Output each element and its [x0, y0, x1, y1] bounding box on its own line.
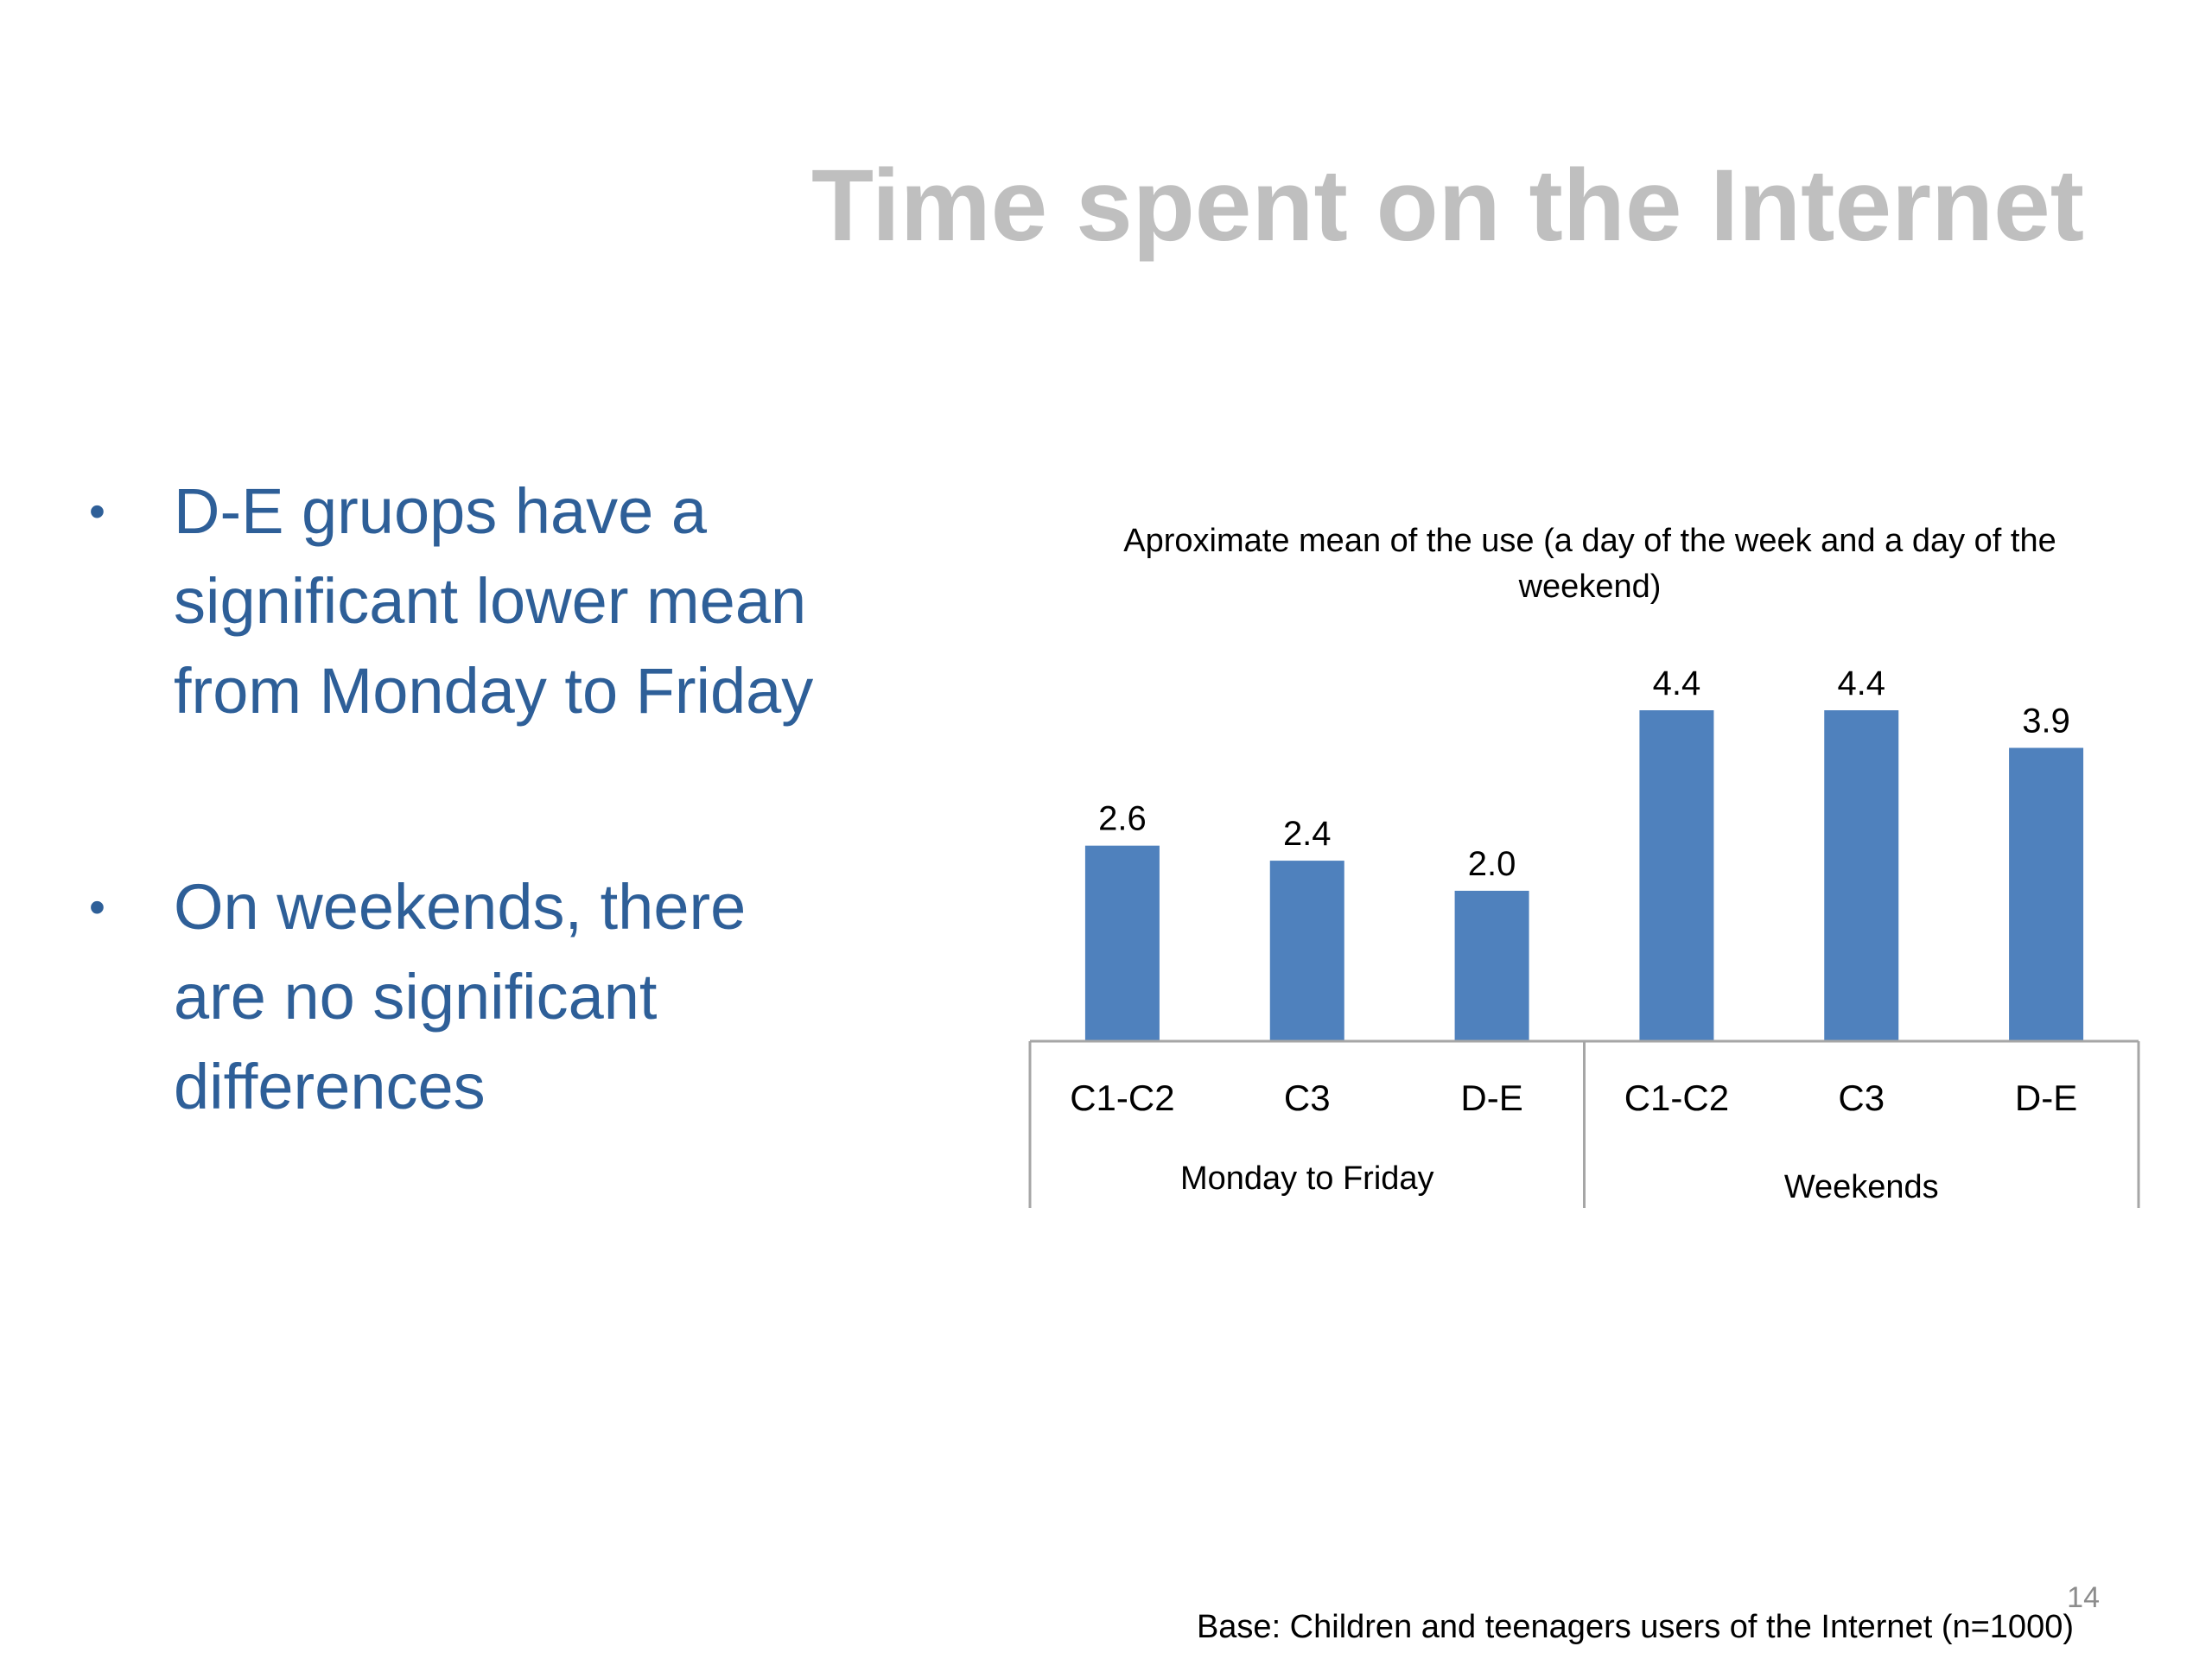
bar [1454, 890, 1529, 1041]
tick-label: C3 [1284, 1077, 1331, 1118]
bullet-item: • On weekends, there are no significant … [82, 862, 842, 1132]
tick-label: D-E [2015, 1077, 2077, 1118]
chart-title: Aproximate mean of the use (a day of the… [1123, 523, 2056, 605]
data-label: 2.4 [1283, 815, 1332, 853]
tick-label: C1-C2 [1624, 1077, 1729, 1118]
bar [1639, 710, 1714, 1041]
data-label: 2.0 [1468, 845, 1516, 883]
bars-layer [1084, 710, 2084, 1041]
data-label: 4.4 [1653, 664, 1701, 702]
tick-label: C3 [1838, 1077, 1885, 1118]
group-label: Weekends [1784, 1169, 1939, 1205]
data-label: 2.6 [1098, 800, 1147, 838]
tick-labels-layer: C1-C2 C3 D-E C1-C2 C3 D-E [1070, 1077, 2077, 1118]
bullet-item: • D-E gruops have a significant lower me… [82, 467, 842, 736]
group-label: Monday to Friday [1180, 1160, 1434, 1197]
bullet-list: • D-E gruops have a significant lower me… [82, 467, 842, 1132]
bullet-dot-icon: • [89, 486, 105, 537]
page-number: 14 [2067, 1581, 2100, 1614]
bar [1824, 710, 1899, 1041]
bullet-dot-icon: • [89, 881, 105, 933]
bar [2009, 747, 2084, 1041]
tick-label: C1-C2 [1070, 1077, 1174, 1118]
bullet-text: On weekends, there are no significant di… [174, 871, 747, 1122]
axis-layer [1028, 1039, 2140, 1208]
data-label: 4.4 [1837, 664, 1885, 702]
base-note: Base: Children and teenagers users of th… [1196, 1609, 2074, 1645]
bar [1084, 845, 1160, 1041]
bar [1269, 861, 1344, 1041]
slide-title: Time spent on the Internet [811, 149, 2084, 263]
tick-label: D-E [1460, 1077, 1522, 1118]
data-label: 3.9 [2022, 702, 2070, 741]
value-labels-layer: 2.6 2.4 2.0 4.4 4.4 3.9 [1098, 664, 2070, 883]
group-labels-layer: Monday to Friday Weekends [1180, 1160, 1939, 1205]
bullet-text: D-E gruops have a significant lower mean… [174, 475, 814, 727]
